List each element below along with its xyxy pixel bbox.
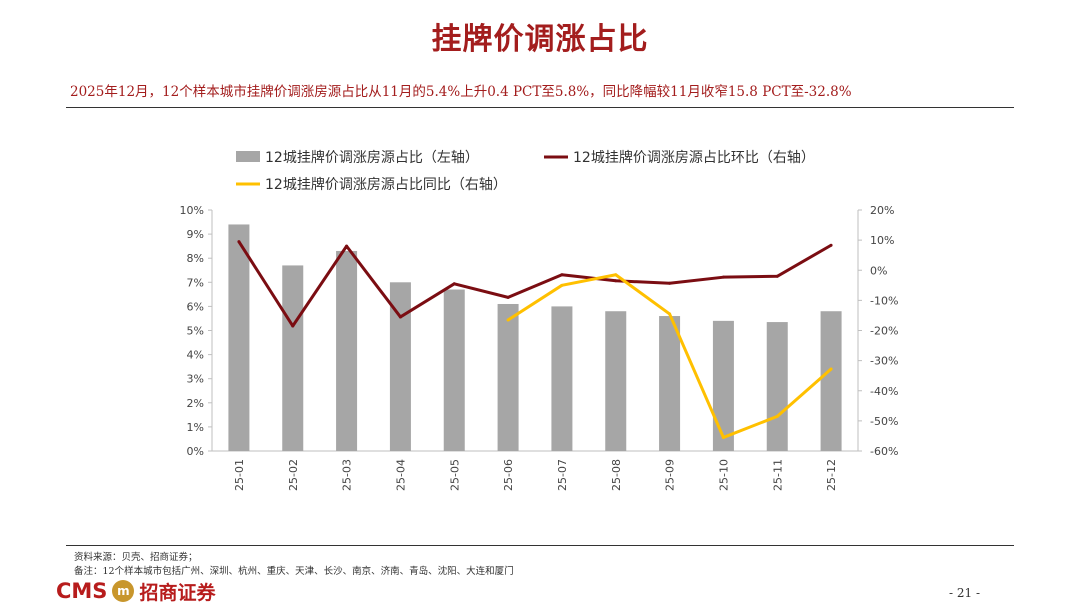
left-tick-label: 9%	[187, 228, 204, 241]
bar	[497, 303, 519, 451]
left-tick-label: 2%	[187, 397, 204, 410]
yoy-line-point	[829, 367, 833, 371]
right-tick-label: 0%	[870, 264, 887, 277]
logo-text: CMS	[56, 579, 108, 603]
mom-line-point	[452, 282, 456, 286]
bar	[659, 316, 681, 451]
x-tick-label: 25-07	[556, 459, 569, 491]
bar	[282, 265, 304, 451]
mom-line-point	[775, 274, 779, 278]
legend-label-bar: 12城挂牌价调涨房源占比（左轴）	[265, 149, 479, 166]
x-tick-label: 25-10	[717, 459, 730, 491]
bar	[820, 311, 842, 451]
left-tick-label: 8%	[187, 252, 204, 265]
bar	[443, 289, 465, 451]
yoy-line-point	[506, 318, 510, 322]
x-tick-label: 25-03	[341, 459, 354, 491]
legend-swatch-bar	[236, 151, 260, 162]
yoy-line-point	[721, 435, 725, 439]
page-title: 挂牌价调涨占比	[431, 22, 649, 57]
yoy-line-point	[614, 273, 618, 277]
mom-line-point	[721, 275, 725, 279]
left-tick-label: 1%	[187, 421, 204, 434]
top-divider	[66, 107, 1014, 108]
yoy-line-point	[775, 414, 779, 418]
right-tick-label: -30%	[870, 355, 898, 368]
right-tick-label: -20%	[870, 325, 898, 338]
combo-chart: 0% 1% 2% 3% 4% 5% 6% 7% 8% 9% 10% -60% -50% -40% -30% -…	[180, 149, 899, 491]
mom-line-point	[291, 324, 295, 328]
x-tick-label: 25-08	[610, 459, 623, 491]
bar	[228, 224, 250, 451]
company-logo: CMS m 招商证券	[56, 578, 215, 604]
page-subtitle: 2025年12月，12个样本城市挂牌价调涨房源占比从11月的5.4%上升0.4 …	[70, 84, 852, 100]
logo-cn-text: 招商证券	[139, 581, 216, 604]
x-tick-label: 25-11	[771, 459, 784, 491]
source-note: 资料来源：贝壳、招商证券；	[74, 552, 198, 563]
bottom-divider	[66, 545, 1014, 546]
legend-label-mom: 12城挂牌价调涨房源占比环比（右轴）	[573, 149, 815, 166]
left-tick-label: 6%	[187, 300, 204, 313]
right-tick-label: -50%	[870, 415, 898, 428]
bar	[336, 250, 358, 451]
x-tick-label: 25-12	[825, 459, 838, 491]
bar	[389, 282, 411, 451]
yoy-line-point	[560, 283, 564, 287]
bar	[605, 311, 627, 451]
bar	[551, 306, 573, 451]
right-tick-label: -60%	[870, 445, 898, 458]
left-tick-label: 7%	[187, 276, 204, 289]
footnote: 备注：12个样本城市包括广州、深圳、杭州、重庆、天津、长沙、南京、济南、青岛、沈…	[74, 566, 514, 577]
left-tick-label: 4%	[187, 349, 204, 362]
right-tick-label: -40%	[870, 385, 898, 398]
left-tick-label: 10%	[180, 204, 204, 217]
logo-badge-icon: m	[112, 580, 135, 602]
x-tick-label: 25-05	[448, 459, 461, 491]
left-tick-label: 0%	[187, 445, 204, 458]
x-tick-label: 25-01	[233, 459, 246, 491]
mom-line-point	[668, 281, 672, 285]
mom-line-point	[560, 273, 564, 277]
right-tick-label: 10%	[870, 234, 894, 247]
left-tick-label: 3%	[187, 373, 204, 386]
legend-label-yoy: 12城挂牌价调涨房源占比同比（右轴）	[265, 176, 507, 193]
yoy-line-point	[668, 312, 672, 316]
bar	[766, 322, 788, 451]
right-tick-label: -10%	[870, 294, 898, 307]
x-tick-label: 25-06	[502, 459, 515, 491]
x-tick-label: 25-02	[287, 459, 300, 491]
mom-line-point	[614, 279, 618, 283]
x-tick-label: 25-09	[664, 459, 677, 491]
right-tick-label: 20%	[870, 204, 894, 217]
mom-line-point	[506, 295, 510, 299]
mom-line-point	[829, 243, 833, 247]
bar	[712, 320, 734, 451]
mom-line-point	[398, 315, 402, 319]
mom-line	[237, 240, 832, 328]
mom-line-point	[237, 240, 241, 244]
mom-line-point	[345, 244, 349, 248]
x-tick-label: 25-04	[394, 459, 407, 491]
page-number: - 21 -	[948, 586, 980, 600]
left-tick-label: 5%	[187, 325, 204, 338]
